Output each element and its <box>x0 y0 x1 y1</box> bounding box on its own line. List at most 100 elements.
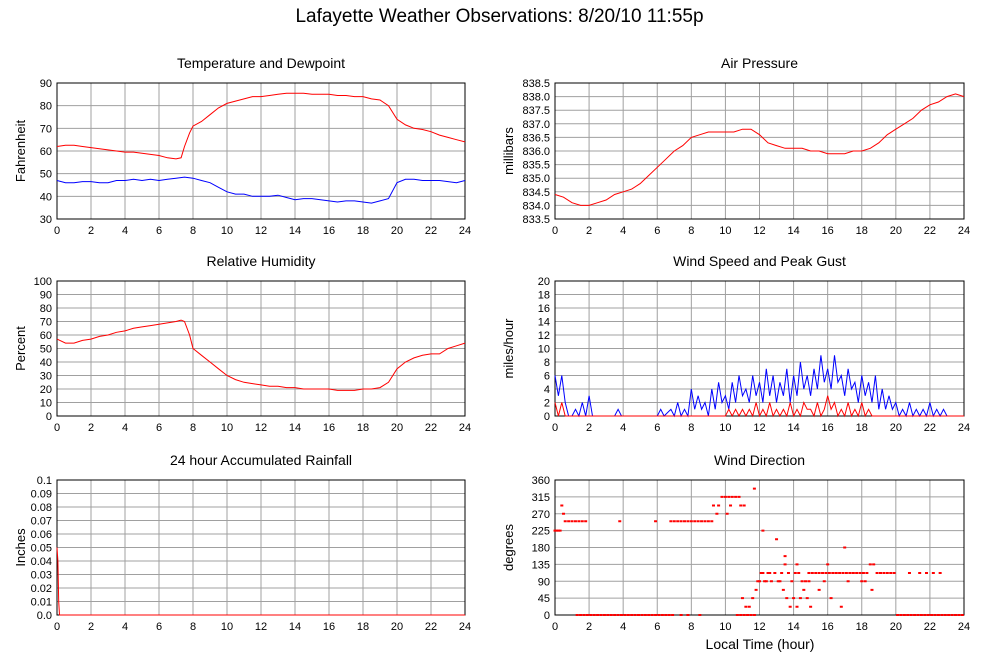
wind-direction-xtick-label: 10 <box>719 621 731 633</box>
pressure-ytick-label: 833.5 <box>522 214 550 226</box>
wind-direction-point <box>584 520 588 523</box>
wind-direction-point <box>930 614 934 616</box>
wind-speed-xtick-label: 6 <box>654 422 660 434</box>
temperature-ytick-label: 70 <box>40 123 52 135</box>
wind-speed-ytick-label: 0 <box>544 411 550 423</box>
pressure-xtick-label: 4 <box>620 225 626 237</box>
rainfall-ytick-label: 0.09 <box>31 489 52 501</box>
rainfall-ytick-label: 0.05 <box>31 543 52 555</box>
wind-direction-point <box>596 614 600 616</box>
wind-direction-point <box>749 614 753 616</box>
wind-direction-point <box>735 614 739 616</box>
wind-direction-point <box>739 504 743 507</box>
wind-direction-point <box>943 614 947 616</box>
wind-direction-point <box>696 520 700 523</box>
pressure-ylabel: millibars <box>501 127 516 175</box>
rainfall-xtick-label: 0 <box>54 621 60 633</box>
wind-speed-xtick-label: 10 <box>719 422 731 434</box>
wind-direction-point <box>752 487 756 490</box>
wind-direction-ytick-label: 90 <box>538 576 550 588</box>
wind-direction-point <box>700 520 704 523</box>
wind-direction-ylabel: degrees <box>501 524 516 571</box>
wind-direction-point <box>717 504 721 507</box>
pressure-xtick-label: 22 <box>924 225 936 237</box>
wind-direction-point <box>633 614 637 616</box>
wind-direction-point <box>711 504 715 507</box>
wind-direction-point <box>778 580 782 583</box>
wind-direction-point <box>817 572 821 574</box>
wind-direction-point <box>848 572 852 574</box>
wind-direction-point <box>851 572 855 574</box>
wind-direction-point <box>693 520 697 523</box>
temperature-ytick-label: 90 <box>40 78 52 90</box>
humidity-xtick-label: 2 <box>88 422 94 434</box>
temperature-xtick-label: 12 <box>255 225 267 237</box>
wind-direction-point <box>742 614 746 616</box>
wind-direction-xtick-label: 16 <box>822 621 834 633</box>
rainfall-title: 24 hour Accumulated Rainfall <box>170 452 352 468</box>
rainfall-ytick-label: 0.1 <box>37 475 52 487</box>
pressure-ytick-label: 835.0 <box>522 173 550 185</box>
pressure-xtick-label: 20 <box>890 225 902 237</box>
wind-direction-point <box>804 580 808 583</box>
wind-direction-point <box>679 614 683 616</box>
wind-direction-point <box>602 614 606 616</box>
wind-direction-point <box>756 580 760 583</box>
wind-direction-point <box>660 614 664 616</box>
rainfall-series-line-1 <box>56 547 465 616</box>
wind-direction-point <box>792 597 796 600</box>
wind-speed-ytick-label: 6 <box>544 371 550 383</box>
wind-direction-point <box>795 563 799 566</box>
humidity-xtick-label: 6 <box>156 422 162 434</box>
wind-direction-point <box>555 529 559 532</box>
humidity-xtick-label: 24 <box>459 422 471 434</box>
wind-direction-point <box>764 580 768 583</box>
temperature-ylabel: Fahrenheit <box>13 120 28 183</box>
wind-direction-ytick-label: 135 <box>532 559 550 571</box>
wind-speed-title: Wind Speed and Peak Gust <box>673 253 846 269</box>
wind-direction-point <box>916 614 920 616</box>
humidity-series-line-1 <box>56 319 466 391</box>
wind-direction-point <box>623 614 627 616</box>
humidity-title: Relative Humidity <box>207 253 316 269</box>
wind-direction-point <box>671 614 675 616</box>
wind-speed-ytick-label: 2 <box>544 398 550 410</box>
humidity-ytick-label: 100 <box>34 276 52 288</box>
wind-direction-point <box>706 520 710 523</box>
rainfall-ytick-label: 0.03 <box>31 570 52 582</box>
wind-direction-point <box>654 520 658 523</box>
pressure-ytick-label: 838.0 <box>522 92 550 104</box>
humidity-ytick-label: 20 <box>40 384 52 396</box>
wind-direction-point <box>657 614 661 616</box>
pressure-ytick-label: 834.5 <box>522 187 550 199</box>
wind-direction-point <box>938 572 942 574</box>
temperature-ytick-label: 50 <box>40 169 52 181</box>
wind-direction-point <box>616 614 620 616</box>
wind-direction-point <box>936 614 940 616</box>
wind-direction-point <box>800 580 804 583</box>
wind-direction-ytick-label: 315 <box>532 492 550 504</box>
wind-direction-point <box>824 572 828 574</box>
wind-direction-point <box>679 520 683 523</box>
wind-direction-point <box>754 588 758 591</box>
humidity-xtick-label: 20 <box>391 422 403 434</box>
wind-direction-point <box>575 614 579 616</box>
temperature-xtick-label: 0 <box>54 225 60 237</box>
pressure-ytick-label: 837.0 <box>522 119 550 131</box>
wind-direction-point <box>870 588 874 591</box>
wind-direction-point <box>892 572 896 574</box>
wind-direction-point <box>807 580 811 583</box>
wind-direction-point <box>570 520 574 523</box>
wind-direction-xtick-label: 12 <box>753 621 765 633</box>
wind-direction-point <box>676 520 680 523</box>
temperature-xtick-label: 20 <box>391 225 403 237</box>
wind-direction-point <box>809 605 813 608</box>
humidity-xtick-label: 16 <box>323 422 335 434</box>
wind-direction-point <box>654 614 658 616</box>
wind-direction-title: Wind Direction <box>714 452 805 468</box>
wind-speed-ytick-label: 20 <box>538 276 550 288</box>
wind-direction-point <box>664 614 668 616</box>
pressure-ytick-label: 836.0 <box>522 146 550 158</box>
wind-direction-point <box>785 597 789 600</box>
wind-direction-xtick-label: 18 <box>856 621 868 633</box>
